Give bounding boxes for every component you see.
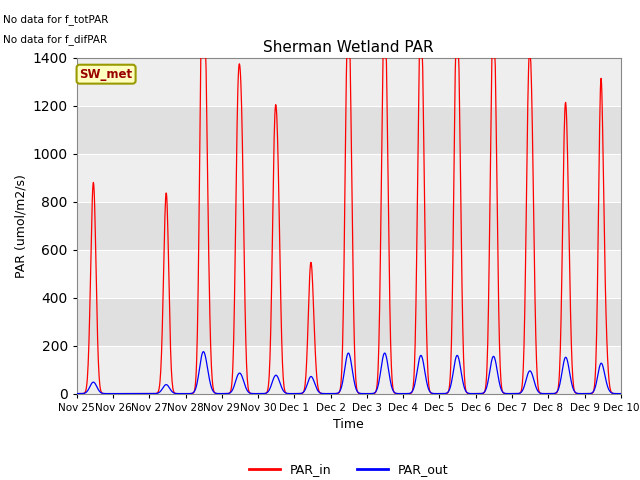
Bar — [77, 250, 621, 298]
Bar — [77, 298, 621, 346]
X-axis label: Time: Time — [333, 418, 364, 431]
Title: Sherman Wetland PAR: Sherman Wetland PAR — [264, 40, 434, 55]
Bar — [77, 106, 621, 154]
Text: No data for f_totPAR: No data for f_totPAR — [3, 14, 109, 25]
Text: SW_met: SW_met — [79, 68, 132, 81]
Bar — [77, 346, 621, 394]
Text: No data for f_difPAR: No data for f_difPAR — [3, 34, 108, 45]
Bar — [77, 154, 621, 202]
Bar — [77, 202, 621, 250]
Bar — [77, 58, 621, 106]
Legend: PAR_in, PAR_out: PAR_in, PAR_out — [244, 458, 454, 480]
Y-axis label: PAR (umol/m2/s): PAR (umol/m2/s) — [14, 174, 27, 277]
